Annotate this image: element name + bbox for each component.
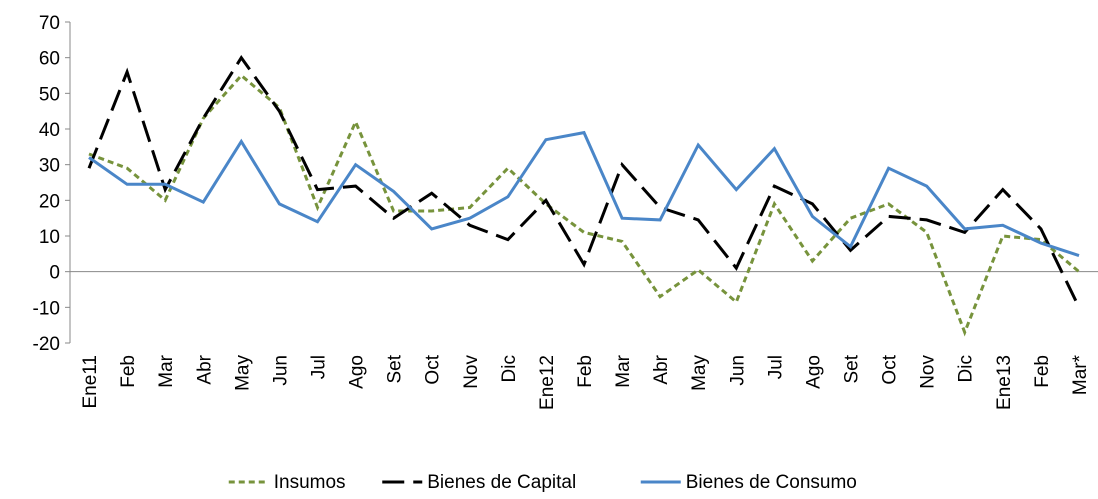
y-tick-label: -20 bbox=[33, 334, 60, 355]
y-tick-label: 0 bbox=[49, 263, 60, 284]
series-line bbox=[88, 130, 1080, 258]
x-tick-label: Oct bbox=[880, 354, 901, 384]
legend-label: Bienes de Capital bbox=[427, 472, 576, 493]
x-tick-label: Dic bbox=[499, 355, 520, 382]
x-tick-label: May bbox=[689, 355, 710, 391]
y-tick-label: 30 bbox=[39, 156, 60, 177]
x-tick-label: Nov bbox=[918, 355, 939, 389]
y-tick-label: 10 bbox=[39, 227, 60, 248]
y-tick-label: 70 bbox=[39, 13, 60, 34]
x-tick-label: Mar bbox=[156, 354, 177, 387]
x-tick-label: Jul bbox=[765, 355, 786, 379]
x-tick-label: Feb bbox=[575, 355, 596, 388]
x-tick-label: May bbox=[232, 355, 253, 391]
series-line bbox=[88, 73, 1080, 337]
x-tick-label: Mar bbox=[613, 354, 634, 387]
x-tick-label: Feb bbox=[1032, 355, 1053, 388]
x-tick-label: Abr bbox=[651, 354, 672, 384]
x-tick-label: Nov bbox=[461, 355, 482, 389]
x-tick-label: Jun bbox=[270, 355, 291, 386]
x-tick-label: Jun bbox=[727, 355, 748, 386]
x-tick-label: Dic bbox=[956, 355, 977, 382]
x-tick-label: Set bbox=[385, 354, 406, 383]
x-tick-label: Ene13 bbox=[994, 355, 1015, 410]
x-tick-label: Ago bbox=[347, 355, 368, 389]
x-tick-label: Abr bbox=[194, 354, 215, 384]
x-tick-label: Ago bbox=[803, 355, 824, 389]
x-tick-label: Feb bbox=[118, 355, 139, 388]
y-tick-label: 50 bbox=[39, 84, 60, 105]
y-tick-label: 60 bbox=[39, 49, 60, 70]
x-tick-label: Jul bbox=[308, 355, 329, 379]
x-tick-label: Ene12 bbox=[537, 355, 558, 410]
series-line bbox=[87, 55, 1081, 308]
y-tick-label: -10 bbox=[33, 298, 60, 319]
legend-label: Bienes de Consumo bbox=[686, 472, 857, 493]
x-tick-label: Mar* bbox=[1070, 354, 1091, 395]
x-tick-label: Ene11 bbox=[80, 355, 101, 409]
y-tick-label: 40 bbox=[39, 120, 60, 141]
y-tick-label: 20 bbox=[39, 191, 60, 212]
x-tick-label: Set bbox=[842, 354, 863, 383]
x-tick-label: Oct bbox=[423, 354, 444, 384]
legend-label: Insumos bbox=[274, 472, 346, 493]
